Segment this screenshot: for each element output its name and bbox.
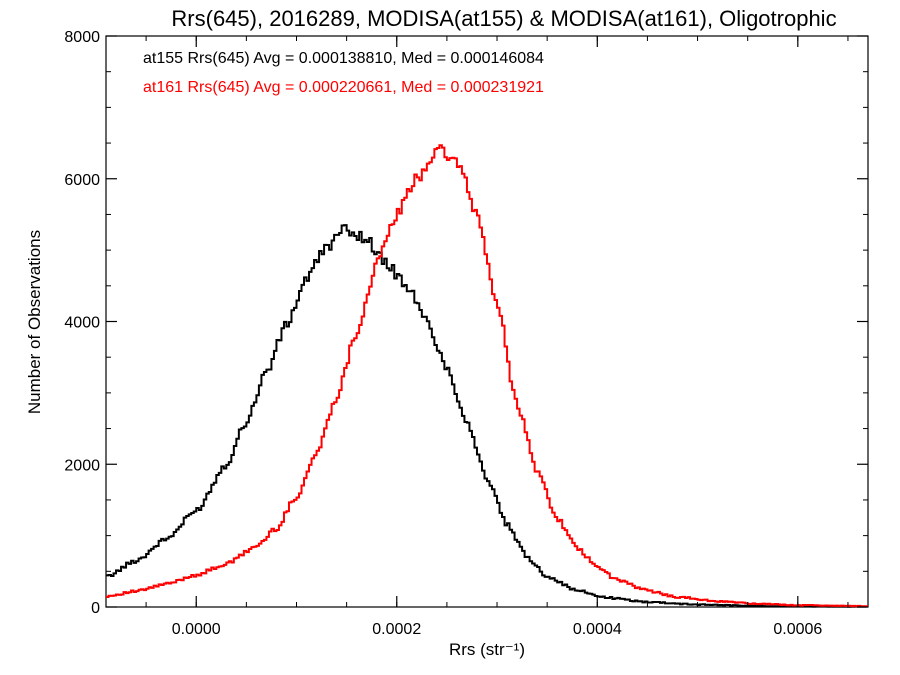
- chart-title: Rrs(645), 2016289, MODISA(at155) & MODIS…: [171, 6, 836, 31]
- histogram-series-at161: [106, 144, 868, 608]
- x-tick-label: 0.0006: [773, 621, 822, 638]
- y-axis-label: Number of Observations: [25, 230, 44, 414]
- y-tick-label: 2000: [64, 457, 100, 474]
- plot-frame: [105, 35, 869, 608]
- series-layer: [106, 144, 868, 608]
- legend-entry-at161: at161 Rrs(645) Avg = 0.000220661, Med = …: [143, 79, 544, 96]
- y-tick-label: 6000: [64, 172, 100, 189]
- ticks-layer: 0.0000 0.0002 0.0004 0.0006 0 2000 4000 6000 800…: [64, 29, 868, 638]
- legend-entry-at155: at155 Rrs(645) Avg = 0.000138810, Med = …: [143, 50, 544, 67]
- y-tick-label: 8000: [64, 29, 100, 46]
- y-tick-label: 4000: [64, 315, 100, 332]
- x-tick-label: 0.0004: [573, 621, 622, 638]
- x-axis-label: Rrs (str⁻¹): [449, 640, 525, 659]
- histogram-series-at155: [106, 224, 868, 608]
- x-tick-label: 0.0002: [372, 621, 421, 638]
- plot-area-border: [105, 35, 869, 608]
- x-tick-label: 0.0000: [172, 621, 221, 638]
- y-tick-label: 0: [91, 600, 100, 617]
